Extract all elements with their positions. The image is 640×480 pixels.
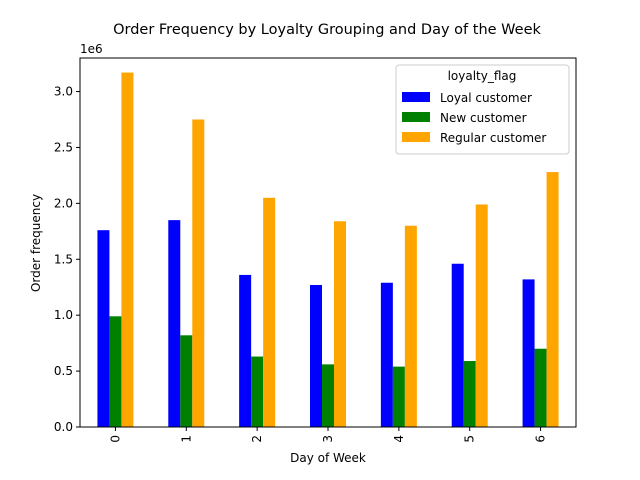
- legend: loyalty_flag Loyal customer New customer R…: [395, 64, 570, 155]
- y-axis-label: Order frequency: [29, 194, 43, 292]
- legend-swatch-0: [402, 92, 430, 102]
- bar-series-0-day-5: [451, 263, 464, 427]
- x-tick-label: 4: [392, 435, 406, 443]
- bar-series-1-day-2: [251, 356, 264, 427]
- y-tick-label: 0.5: [54, 364, 73, 378]
- bar-series-0-day-0: [97, 230, 110, 427]
- bar-series-2-day-4: [404, 225, 417, 427]
- bar-series-1-day-3: [322, 364, 334, 427]
- bar-series-1-day-1: [180, 335, 193, 427]
- bar-series-2-day-0: [121, 72, 134, 427]
- bar-series-2-day-3: [334, 221, 346, 427]
- legend-box: [395, 64, 570, 155]
- x-axis-label: Day of Week: [290, 451, 366, 465]
- x-tick-label: 6: [534, 435, 548, 443]
- bar-series-1-day-5: [463, 361, 476, 427]
- y-tick-label: 1.5: [54, 252, 73, 266]
- bar-series-2-day-6: [546, 172, 559, 427]
- x-tick-label: 3: [321, 435, 335, 443]
- chart-title: Order Frequency by Loyalty Grouping and …: [113, 22, 541, 38]
- bar-series-1-day-6: [534, 348, 547, 427]
- bar-series-0-day-6: [522, 279, 535, 427]
- y-tick-label: 0.0: [54, 420, 73, 434]
- x-tick-label: 1: [179, 435, 193, 443]
- x-tick-label: 0: [108, 435, 122, 443]
- bar-series-0-day-1: [168, 220, 181, 427]
- bar-series-0-day-4: [380, 282, 393, 427]
- y-tick-label: 1.0: [54, 308, 73, 322]
- plot-frame: [79, 57, 577, 428]
- bar-series-0-day-3: [310, 284, 322, 427]
- bars-group: [97, 72, 559, 427]
- legend-title: loyalty_flag: [448, 69, 517, 83]
- x-ticks-group: 0 1 2 3 4 5 6: [108, 427, 548, 443]
- bar-series-2-day-2: [263, 197, 276, 427]
- x-tick-label: 2: [250, 435, 264, 443]
- bar-series-1-day-0: [109, 316, 122, 427]
- legend-label-0: Loyal customer: [440, 91, 532, 105]
- bar-series-0-day-2: [239, 274, 252, 427]
- bar-series-2-day-1: [192, 119, 205, 427]
- y-offset-label: 1e6: [80, 42, 103, 56]
- legend-swatch-2: [402, 132, 430, 142]
- y-tick-label: 3.0: [54, 85, 73, 99]
- legend-label-1: New customer: [440, 111, 527, 125]
- y-tick-label: 2.0: [54, 196, 73, 210]
- bar-series-2-day-5: [475, 204, 488, 427]
- y-tick-label: 2.5: [54, 140, 73, 154]
- bar-series-1-day-4: [392, 366, 405, 427]
- legend-swatch-1: [402, 112, 430, 122]
- x-tick-label: 5: [463, 435, 477, 443]
- y-ticks-group: 0.0 0.5 1.0 1.5 2.0 2.5 3.0: [54, 85, 80, 434]
- legend-label-2: Regular customer: [440, 131, 546, 145]
